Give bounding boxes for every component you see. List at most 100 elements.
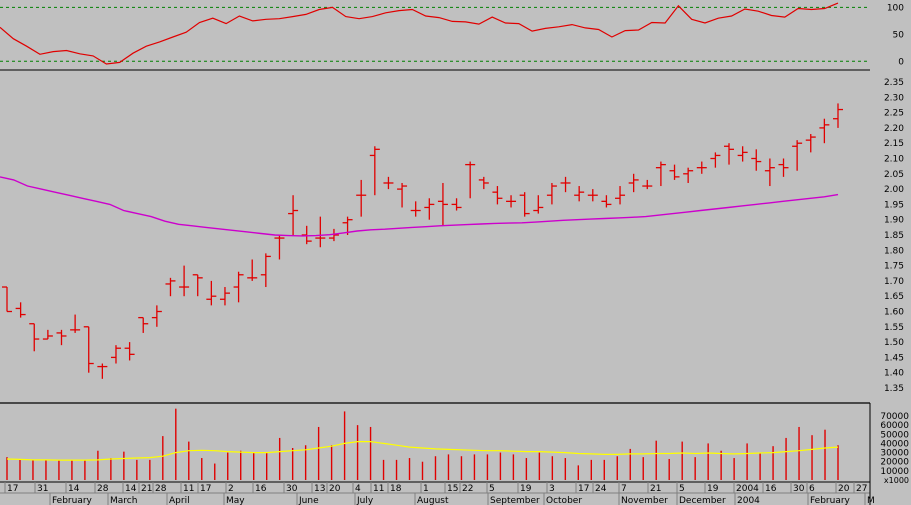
oscillator-panel: 0 50 100 [0, 2, 905, 71]
date-month-label: July [356, 496, 374, 505]
price-tick-label: 1.55 [884, 323, 904, 333]
ohlc-bar [437, 182, 448, 226]
ohlc-bar [478, 176, 489, 190]
price-moving-average-line [0, 176, 839, 237]
date-day-label: 27 [856, 484, 867, 494]
volume-unit-label: x1000 [884, 476, 909, 485]
oscillator-tick-label: 50 [893, 30, 905, 40]
price-tick-label: 1.60 [884, 308, 904, 318]
date-day-label: 19 [707, 484, 719, 494]
oscillator-tick-label: 100 [887, 3, 904, 13]
ohlc-bar [737, 146, 748, 162]
date-month-label: May [226, 496, 245, 505]
ohlc-bar [683, 167, 694, 183]
price-tick-label: 2.20 [884, 124, 904, 134]
ohlc-bar [328, 228, 339, 242]
price-tick-label: 1.40 [884, 369, 904, 379]
date-day-label: 16 [765, 484, 777, 494]
ohlc-bar [192, 274, 203, 297]
ohlc-bar [751, 149, 762, 171]
ohlc-bar [138, 316, 149, 333]
date-day-label: 31 [37, 484, 48, 494]
date-month-label: December [679, 496, 726, 505]
ohlc-bar [506, 195, 517, 208]
ohlc-bar [274, 235, 285, 260]
volume-tick-label: 20000 [880, 458, 909, 468]
ohlc-bar [764, 158, 775, 187]
ohlc-bar [83, 326, 94, 373]
date-month-label: 2004 [737, 496, 760, 505]
date-day-label: 2 [228, 484, 234, 494]
date-day-label: 11 [183, 484, 194, 494]
date-day-label: 17 [578, 484, 589, 494]
date-day-label: 20 [329, 484, 341, 494]
date-day-label: 14 [68, 484, 80, 494]
date-day-label: 28 [97, 484, 109, 494]
volume-tick-label: 40000 [880, 439, 909, 449]
ohlc-bar [655, 161, 666, 187]
date-day-label: 1 [423, 484, 429, 494]
date-day-label: 18 [390, 484, 402, 494]
date-day-label: 3 [549, 484, 555, 494]
date-month-label: April [169, 496, 190, 505]
price-tick-label: 1.50 [884, 338, 904, 348]
price-tick-label: 1.80 [884, 246, 904, 256]
date-month-label: August [417, 496, 449, 505]
ohlc-bar [533, 195, 544, 214]
date-month-label: October [546, 496, 582, 505]
ohlc-bar [778, 158, 789, 177]
ohlc-bar [42, 329, 53, 340]
ohlc-bar [546, 182, 557, 205]
date-day-label: 13 [314, 484, 325, 494]
volume-tick-label: 10000 [880, 467, 909, 477]
date-day-label: 28 [155, 484, 167, 494]
ohlc-bar [97, 363, 108, 379]
ohlc-bar [70, 314, 81, 333]
date-month-label: February [52, 496, 93, 505]
price-tick-label: 2.30 [884, 93, 904, 103]
date-day-label: 5 [679, 484, 685, 494]
date-day-label: 14 [125, 484, 137, 494]
ohlc-bar [29, 323, 40, 352]
ohlc-bar [615, 186, 626, 205]
ohlc-bar [424, 198, 435, 220]
oscillator-line [0, 2, 839, 65]
ohlc-bar [2, 286, 12, 313]
volume-moving-average-line [6, 441, 839, 461]
ohlc-bar [696, 161, 707, 174]
ohlc-bar [301, 225, 312, 245]
ohlc-bar [710, 152, 721, 168]
date-day-label: 30 [793, 484, 805, 494]
volume-tick-label: 30000 [880, 449, 909, 459]
price-tick-label: 2.10 [884, 155, 904, 165]
date-month-label: February [810, 496, 851, 505]
ohlc-bar [465, 161, 476, 199]
ohlc-bar [574, 186, 585, 202]
date-month-label: November [621, 496, 668, 505]
volume-tick-label: 50000 [880, 430, 909, 440]
ohlc-bar [206, 280, 217, 306]
ohlc-bar [451, 198, 462, 211]
ohlc-bar [410, 201, 421, 217]
price-tick-label: 1.70 [884, 277, 904, 287]
price-tick-label: 1.65 [884, 292, 904, 302]
date-day-label: 21 [141, 484, 152, 494]
volume-tick-label: 60000 [880, 421, 909, 431]
price-tick-label: 1.75 [884, 262, 904, 272]
date-day-label: 2004 [736, 484, 759, 494]
ohlc-bar [165, 277, 176, 297]
date-day-label: 4 [355, 484, 361, 494]
date-month-label: June [298, 496, 319, 505]
date-day-label: 17 [7, 484, 18, 494]
date-day-label: 15 [447, 484, 458, 494]
ohlc-bar [383, 176, 394, 190]
price-tick-label: 1.35 [884, 384, 904, 394]
ohlc-bar [356, 179, 367, 217]
volume-tick-label: 70000 [880, 412, 909, 422]
ohlc-bar [669, 164, 680, 180]
date-day-label: 11 [373, 484, 384, 494]
date-month-label: September [490, 496, 540, 505]
price-tick-label: 2.25 [884, 109, 904, 119]
price-tick-label: 2.05 [884, 170, 904, 180]
